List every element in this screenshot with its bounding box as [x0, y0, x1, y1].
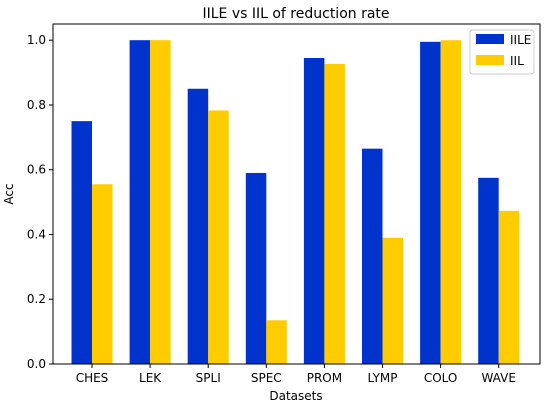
bar-iil-lymp [382, 237, 403, 364]
bar-iile-wave [478, 177, 499, 364]
legend-swatch-iile [476, 34, 504, 44]
y-axis-label: Acc [2, 183, 16, 204]
bar-iile-colo [420, 41, 441, 365]
y-tick-label: 0.6 [27, 163, 46, 177]
bar-iile-spli [187, 88, 209, 364]
bar-iil-colo [440, 40, 462, 364]
y-tick-label: 0.0 [27, 357, 46, 371]
bar-iile-lek [129, 40, 151, 364]
bar-iil-spec [266, 320, 287, 364]
legend-label-iile: IILE [510, 33, 531, 47]
x-tick-label: SPEC [251, 371, 282, 385]
y-tick-label: 0.2 [27, 292, 46, 306]
legend-label-iil: IIL [510, 54, 524, 68]
x-tick-label: PROM [307, 371, 342, 385]
y-tick-label: 1.0 [27, 33, 46, 47]
x-tick-label: WAVE [481, 371, 515, 385]
bars-layer [71, 40, 520, 365]
bar-iile-prom [303, 58, 325, 364]
x-tick-label: CHES [76, 371, 109, 385]
legend: IILE IIL [469, 29, 535, 75]
bar-iil-ches [92, 184, 113, 364]
bar-iil-wave [498, 210, 520, 364]
bar-iil-lek [150, 40, 171, 364]
y-axis: 0.0 0.2 0.4 0.6 0.8 1.0 [27, 33, 53, 371]
chart-title: IILE vs IIL of reduction rate [202, 6, 389, 22]
x-tick-label: LEK [139, 371, 162, 385]
bar-iil-prom [324, 63, 345, 364]
bar-iile-ches [71, 121, 92, 365]
legend-swatch-iil [476, 55, 504, 65]
bar-iile-lymp [362, 148, 383, 364]
x-tick-label: LYMP [367, 371, 397, 385]
x-tick-label: SPLI [196, 371, 221, 385]
y-tick-label: 0.8 [27, 98, 46, 112]
plot-frame [52, 23, 541, 365]
bar-iil-spli [208, 110, 229, 364]
x-axis-label: Datasets [269, 389, 322, 403]
bar-iile-spec [245, 172, 267, 364]
x-axis: CHES LEK SPLI SPEC PROM LYMP COLO WAVE [76, 364, 516, 385]
y-tick-label: 0.4 [27, 227, 46, 241]
x-tick-label: COLO [424, 371, 458, 385]
